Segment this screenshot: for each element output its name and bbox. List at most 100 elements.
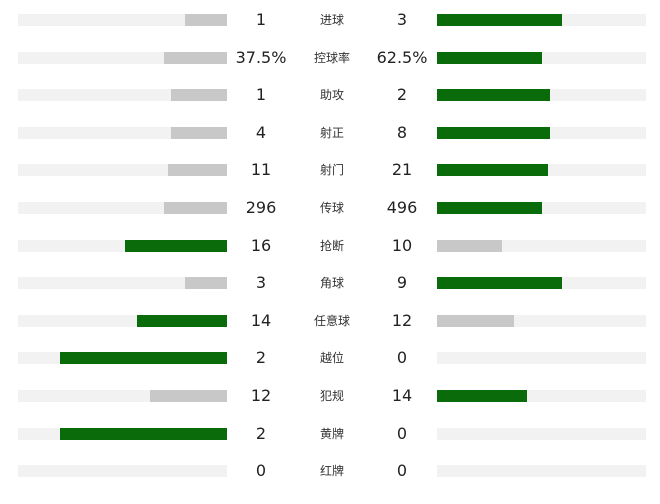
away-bar-track: [437, 315, 646, 327]
away-value: 62.5%: [376, 48, 428, 67]
away-bar-fill: [437, 315, 514, 327]
away-value: 2: [396, 85, 408, 104]
stat-label: 黄牌: [319, 427, 344, 441]
home-bar-track: [18, 315, 227, 327]
home-bar-track: [18, 14, 227, 26]
home-value: 1: [255, 10, 267, 29]
home-bar-fill: [60, 428, 227, 440]
home-bar-fill: [60, 352, 227, 364]
home-value: 296: [245, 198, 277, 217]
stat-row: 1 助攻 2: [0, 83, 660, 107]
stat-row: 0 红牌 0: [0, 459, 660, 483]
away-value: 0: [396, 461, 408, 480]
away-bar-fill: [437, 240, 502, 252]
stat-label: 助攻: [319, 88, 344, 102]
away-value: 0: [396, 348, 408, 367]
away-bar-fill: [437, 390, 527, 402]
stat-label: 抢断: [319, 239, 344, 253]
home-bar-track: [18, 202, 227, 214]
home-bar-fill: [185, 14, 227, 26]
stat-row: 37.5% 控球率 62.5%: [0, 46, 660, 70]
home-bar-track: [18, 52, 227, 64]
stat-label: 传球: [319, 201, 344, 215]
home-bar-fill: [164, 52, 227, 64]
away-bar-fill: [437, 89, 550, 101]
away-value: 14: [391, 386, 413, 405]
stat-row: 4 射正 8: [0, 121, 660, 145]
stat-label: 任意球: [313, 314, 350, 328]
away-bar-fill: [437, 202, 542, 214]
stat-row: 2 越位 0: [0, 346, 660, 370]
away-bar-track: [437, 428, 646, 440]
home-value: 37.5%: [235, 48, 287, 67]
home-value: 1: [255, 85, 267, 104]
away-bar-track: [437, 277, 646, 289]
away-value: 12: [391, 311, 413, 330]
away-value: 9: [396, 273, 408, 292]
home-bar-fill: [171, 127, 227, 139]
away-bar-track: [437, 89, 646, 101]
home-bar-track: [18, 352, 227, 364]
home-bar-fill: [168, 164, 227, 176]
away-bar-fill: [437, 277, 562, 289]
home-bar-track: [18, 164, 227, 176]
away-bar-fill: [437, 14, 562, 26]
stat-label: 射正: [319, 126, 344, 140]
home-bar-fill: [185, 277, 227, 289]
away-bar-track: [437, 465, 646, 477]
stat-label: 角球: [319, 276, 344, 290]
stat-label: 红牌: [319, 464, 344, 478]
home-value: 11: [250, 160, 272, 179]
home-value: 12: [250, 386, 272, 405]
away-value: 496: [386, 198, 418, 217]
home-value: 14: [250, 311, 272, 330]
home-value: 16: [250, 236, 272, 255]
home-bar-fill: [164, 202, 227, 214]
stat-row: 11 射门 21: [0, 158, 660, 182]
away-bar-track: [437, 127, 646, 139]
stat-label: 进球: [319, 13, 344, 27]
away-bar-track: [437, 390, 646, 402]
away-value: 8: [396, 123, 408, 142]
stat-row: 296 传球 496: [0, 196, 660, 220]
away-bar-fill: [437, 127, 550, 139]
home-bar-track: [18, 240, 227, 252]
home-value: 2: [255, 348, 267, 367]
away-value: 10: [391, 236, 413, 255]
away-bar-track: [437, 14, 646, 26]
stat-row: 1 进球 3: [0, 8, 660, 32]
stat-row: 2 黄牌 0: [0, 422, 660, 446]
away-bar-track: [437, 202, 646, 214]
stat-label: 犯规: [319, 389, 344, 403]
home-bar-fill: [125, 240, 227, 252]
home-bar-track: [18, 89, 227, 101]
stat-label: 射门: [319, 163, 344, 177]
home-value: 4: [255, 123, 267, 142]
home-bar-track: [18, 127, 227, 139]
home-value: 0: [255, 461, 267, 480]
away-bar-fill: [437, 164, 548, 176]
away-value: 21: [391, 160, 413, 179]
stat-label: 越位: [319, 351, 344, 365]
away-value: 3: [396, 10, 408, 29]
stat-row: 14 任意球 12: [0, 309, 660, 333]
away-value: 0: [396, 424, 408, 443]
stat-label: 控球率: [313, 51, 350, 65]
home-bar-fill: [171, 89, 227, 101]
stat-row: 16 抢断 10: [0, 234, 660, 258]
away-bar-track: [437, 352, 646, 364]
home-bar-fill: [137, 315, 227, 327]
away-bar-fill: [437, 52, 542, 64]
stat-row: 12 犯规 14: [0, 384, 660, 408]
away-bar-track: [437, 52, 646, 64]
home-value: 3: [255, 273, 267, 292]
home-bar-track: [18, 390, 227, 402]
stat-row: 3 角球 9: [0, 271, 660, 295]
away-bar-track: [437, 164, 646, 176]
away-bar-track: [437, 240, 646, 252]
home-value: 2: [255, 424, 267, 443]
home-bar-track: [18, 428, 227, 440]
home-bar-fill: [150, 390, 227, 402]
home-bar-track: [18, 465, 227, 477]
